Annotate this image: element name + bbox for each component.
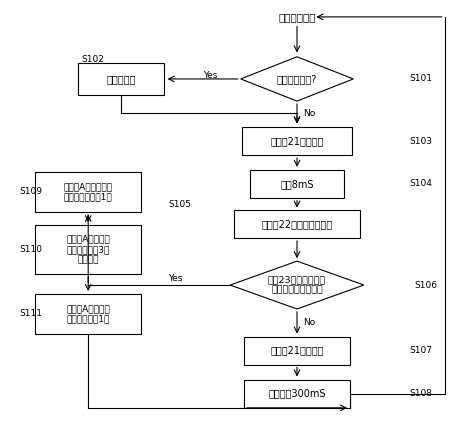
Text: 程序初始化: 程序初始化	[106, 74, 136, 84]
Text: No: No	[303, 318, 315, 327]
Text: S106: S106	[414, 281, 437, 289]
Text: Yes: Yes	[203, 71, 218, 80]
FancyBboxPatch shape	[35, 294, 141, 334]
Text: S102: S102	[82, 55, 104, 64]
Text: S103: S103	[410, 136, 433, 145]
Text: 复位程序地址: 复位程序地址	[278, 12, 316, 22]
FancyBboxPatch shape	[35, 225, 141, 274]
Text: S110: S110	[19, 245, 42, 254]
Polygon shape	[230, 261, 364, 309]
FancyBboxPatch shape	[244, 337, 350, 365]
Text: S111: S111	[19, 310, 42, 318]
Text: 端口23是否接收到红
外线脉冲反射信号？: 端口23是否接收到红 外线脉冲反射信号？	[268, 275, 326, 295]
FancyBboxPatch shape	[35, 172, 141, 212]
Text: 延时8mS: 延时8mS	[280, 179, 314, 189]
Text: 端口组A输出桶盖
开启状态保持3秒
控制信号: 端口组A输出桶盖 开启状态保持3秒 控制信号	[67, 235, 110, 264]
Text: S108: S108	[410, 389, 433, 398]
Text: 置端口21为高电平: 置端口21为高电平	[270, 346, 324, 355]
Text: No: No	[303, 109, 315, 118]
FancyBboxPatch shape	[77, 63, 164, 95]
FancyBboxPatch shape	[234, 211, 360, 238]
Text: S107: S107	[410, 346, 433, 355]
Text: S109: S109	[19, 187, 42, 197]
Text: 执行睡眠300mS: 执行睡眠300mS	[268, 388, 326, 399]
Text: S101: S101	[410, 74, 433, 83]
Text: Yes: Yes	[168, 274, 182, 283]
Text: 端口组A输出电机
反转控制信号1秒: 端口组A输出电机 反转控制信号1秒	[67, 304, 110, 323]
FancyBboxPatch shape	[242, 127, 352, 155]
FancyBboxPatch shape	[244, 380, 350, 408]
Text: 端口组A输出电机正
向转动控制信号1秒: 端口组A输出电机正 向转动控制信号1秒	[64, 182, 113, 202]
Text: S104: S104	[410, 179, 432, 189]
Text: S105: S105	[168, 200, 191, 209]
FancyBboxPatch shape	[250, 170, 344, 198]
Text: 是上电复位吗?: 是上电复位吗?	[277, 74, 317, 84]
Text: 置端口22输出一脉冲信号: 置端口22输出一脉冲信号	[261, 219, 333, 229]
Text: 置端口21为低电平: 置端口21为低电平	[270, 136, 324, 146]
Polygon shape	[241, 57, 354, 101]
